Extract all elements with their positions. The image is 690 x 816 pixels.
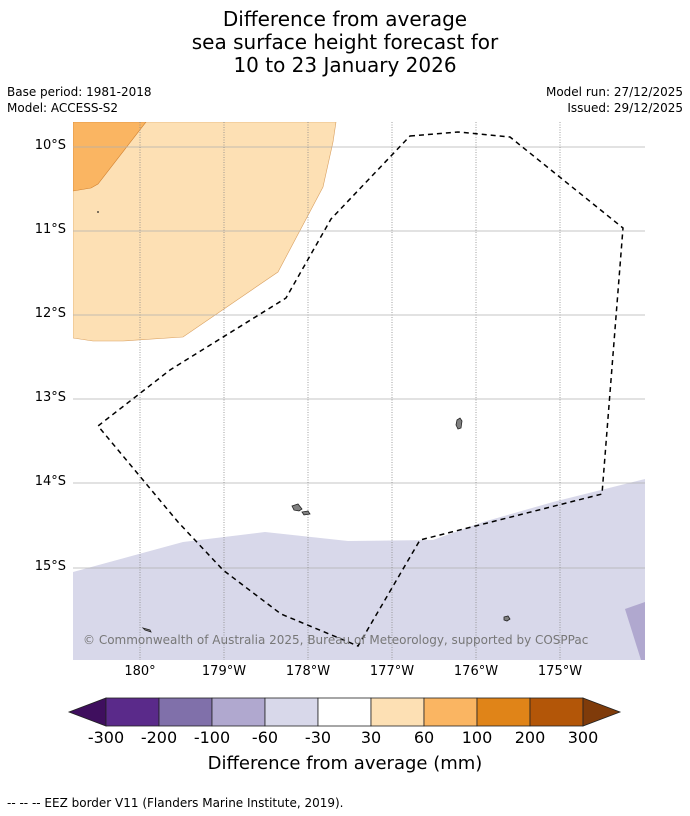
meta-right: Model run: 27/12/2025 Issued: 29/12/2025 bbox=[546, 84, 683, 116]
colorbar-extend-low bbox=[67, 697, 107, 727]
issued-date: Issued: 29/12/2025 bbox=[567, 101, 683, 115]
colorbar-tick: -100 bbox=[193, 728, 231, 747]
colorbar-seg-6 bbox=[370, 697, 425, 727]
eez-footnote: -- -- -- EEZ border V11 (Flanders Marine… bbox=[7, 796, 344, 810]
meta-left: Base period: 1981-2018 Model: ACCESS-S2 bbox=[7, 84, 152, 116]
colorbar-tick: -200 bbox=[140, 728, 178, 747]
lon-label-177w: 177°W bbox=[369, 664, 415, 679]
anomaly-region-60-100 bbox=[73, 122, 147, 192]
colorbar-seg-5 bbox=[317, 697, 372, 727]
colorbar-tick: 200 bbox=[514, 728, 546, 747]
colorbar-label: Difference from average (mm) bbox=[207, 753, 483, 774]
colorbar-tick: -300 bbox=[87, 728, 125, 747]
colorbar-tick: -60 bbox=[251, 728, 279, 747]
lon-label-175w: 175°W bbox=[537, 664, 583, 679]
anomaly-region-neg60-neg100 bbox=[625, 602, 645, 660]
colorbar-tick: 30 bbox=[360, 728, 382, 747]
colorbar-tick: 300 bbox=[567, 728, 599, 747]
lat-label-12s: 12°S bbox=[34, 306, 66, 321]
colorbar-seg-9 bbox=[529, 697, 584, 727]
colorbar-seg-2 bbox=[158, 697, 213, 727]
anomaly-region-30-60 bbox=[73, 122, 337, 342]
chart-title: Difference from average sea surface heig… bbox=[0, 8, 690, 77]
island-southwest bbox=[141, 627, 152, 633]
island-west-1 bbox=[291, 503, 303, 512]
island-south bbox=[503, 615, 511, 622]
copyright-notice: © Commonwealth of Australia 2025, Bureau… bbox=[83, 633, 589, 647]
title-line-2: sea surface height forecast for bbox=[191, 30, 499, 54]
colorbar bbox=[67, 697, 622, 727]
base-period: Base period: 1981-2018 bbox=[7, 85, 152, 99]
colorbar-seg-3 bbox=[211, 697, 266, 727]
latitude-grid bbox=[73, 146, 645, 569]
lon-label-179w: 179°W bbox=[201, 664, 247, 679]
anomaly-region-neg30-neg60 bbox=[73, 479, 645, 660]
longitude-grid bbox=[139, 122, 561, 660]
map-canvas bbox=[73, 122, 645, 660]
lon-label-180: 180° bbox=[124, 664, 156, 679]
colorbar-extend-high bbox=[582, 697, 622, 727]
lat-label-15s: 15°S bbox=[34, 559, 66, 574]
colorbar-seg-8 bbox=[476, 697, 531, 727]
lat-label-10s: 10°S bbox=[34, 138, 66, 153]
lat-label-13s: 13°S bbox=[34, 390, 66, 405]
map-panel bbox=[73, 122, 645, 660]
colorbar-seg-7 bbox=[423, 697, 478, 727]
islet-dot bbox=[97, 211, 99, 213]
title-line-3: 10 to 23 January 2026 bbox=[233, 53, 457, 77]
lat-label-14s: 14°S bbox=[34, 474, 66, 489]
lon-label-176w: 176°W bbox=[453, 664, 499, 679]
islands bbox=[97, 211, 511, 633]
colorbar-seg-4 bbox=[264, 697, 319, 727]
title-line-1: Difference from average bbox=[222, 7, 468, 31]
colorbar-seg-1 bbox=[105, 697, 160, 727]
eez-border bbox=[96, 131, 624, 647]
colorbar-tick: 100 bbox=[461, 728, 493, 747]
island-west-2 bbox=[301, 510, 311, 516]
island-large bbox=[455, 417, 463, 430]
model-name: Model: ACCESS-S2 bbox=[7, 101, 119, 115]
lon-label-178w: 178°W bbox=[285, 664, 331, 679]
colorbar-tick: 60 bbox=[413, 728, 435, 747]
colorbar-tick: -30 bbox=[304, 728, 332, 747]
lat-label-11s: 11°S bbox=[34, 222, 66, 237]
model-run: Model run: 27/12/2025 bbox=[545, 85, 683, 99]
